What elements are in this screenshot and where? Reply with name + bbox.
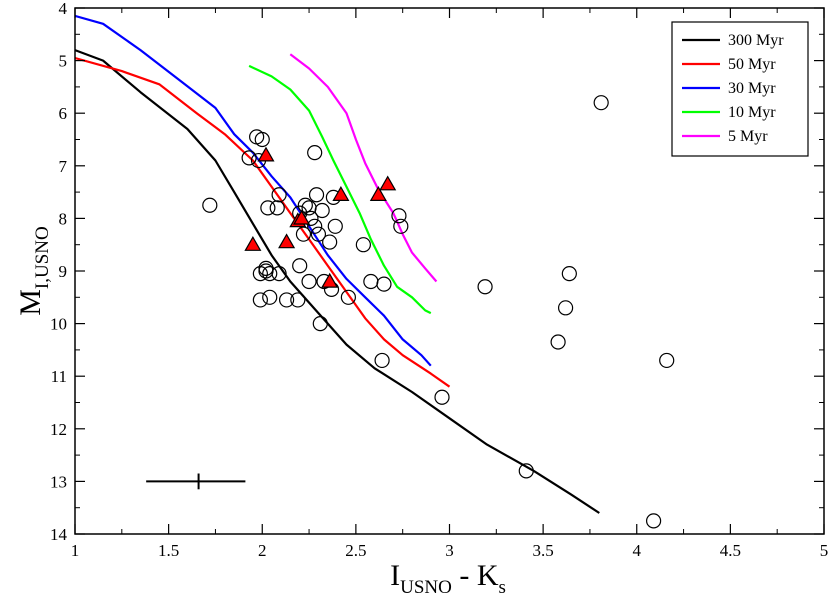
isochrone-line-5-myr [289, 53, 438, 283]
open-circle-point [262, 266, 278, 282]
open-circle-point [269, 200, 285, 216]
open-circle-point [312, 316, 328, 332]
y-tick-label: 7 [59, 157, 68, 176]
open-circle-point [301, 273, 317, 290]
x-axis-title: IUSNO - Ks [390, 559, 506, 598]
x-tick-label: 5 [820, 541, 829, 560]
open-circle-point [241, 150, 257, 166]
legend-label-300-myr: 300 Myr [728, 32, 784, 49]
open-circle-point [393, 218, 409, 234]
open-circle-point [290, 292, 306, 308]
y-tick-label: 6 [59, 104, 68, 123]
open-circle-point [322, 234, 338, 250]
filled-triangle-point [278, 233, 296, 249]
open-circle-point [434, 389, 450, 405]
filled-triangle-point [293, 209, 311, 225]
open-circle-point [557, 300, 574, 316]
open-circle-point [278, 292, 295, 308]
legend: 300 Myr 50 Myr 30 Myr 10 Myr 5 Myr [671, 21, 809, 157]
open-circle-point [307, 145, 323, 161]
open-circle-point [374, 352, 390, 369]
y-tick-label: 5 [59, 52, 68, 71]
y-tick-label: 4 [59, 0, 68, 18]
filled-triangle-point [244, 235, 262, 251]
open-circle-point [258, 260, 274, 276]
y-tick-label: 14 [50, 525, 68, 544]
open-circle-point [271, 266, 287, 282]
open-circle-point [561, 266, 577, 282]
x-tick-label: 4 [633, 541, 642, 560]
y-tick-label: 11 [51, 367, 67, 386]
open-circle-point [646, 513, 662, 529]
open-circle-point [308, 187, 325, 203]
open-circle-point [391, 208, 407, 224]
filled-triangle-point [257, 146, 275, 162]
filled-triangle-point [332, 186, 350, 201]
open-circle-point [477, 279, 493, 295]
legend-label-50-myr: 50 Myr [728, 56, 776, 73]
isochrone-curves [75, 14, 600, 514]
legend-label-10-myr: 10 Myr [728, 104, 776, 121]
filled-triangle-point [369, 186, 387, 201]
open-circle-point [252, 292, 268, 308]
open-circle-point [202, 197, 218, 213]
isochrone-line-30-myr [75, 14, 432, 367]
filled-triangle-point [379, 175, 397, 191]
open-circle-point [363, 273, 379, 290]
y-axis-ticks: 4 5 6 7 8 9 10 11 12 13 14 [50, 0, 824, 544]
x-tick-label: 1 [71, 541, 80, 560]
x-tick-label: 1.5 [158, 541, 179, 560]
isochrone-line-300-myr [75, 49, 600, 514]
open-circle-point [262, 289, 278, 305]
open-circle-point [376, 276, 392, 292]
error-bar [146, 473, 246, 490]
open-circle-point [314, 202, 330, 219]
isochrone-line-50-myr [75, 56, 451, 388]
open-circle-point [593, 95, 609, 111]
open-circle-point [518, 463, 534, 479]
x-tick-label: 2.5 [345, 541, 366, 560]
isochrone-line-10-myr [248, 64, 432, 315]
y-tick-label: 13 [50, 472, 67, 491]
open-circle-point [271, 187, 287, 203]
open-circle-point [254, 131, 270, 148]
x-axis-ticks: 1 1.5 2 2.5 3 3.5 4 4.5 5 [71, 8, 829, 560]
legend-label-30-myr: 30 Myr [728, 80, 776, 97]
open-circle-point [260, 200, 276, 216]
data-markers [202, 95, 675, 529]
y-axis-title: MI,USNO [14, 226, 53, 316]
filled-triangle-point [321, 272, 339, 288]
legend-label-5-myr: 5 Myr [728, 128, 768, 145]
open-circle-point [310, 226, 327, 242]
open-circle-point [297, 197, 313, 213]
x-tick-label: 2 [258, 541, 267, 560]
y-tick-label: 10 [50, 315, 67, 334]
open-circle-point [340, 289, 356, 305]
y-tick-label: 8 [59, 209, 68, 228]
open-circle-point [550, 334, 566, 350]
y-tick-label: 12 [50, 420, 67, 439]
open-circle-point [659, 352, 675, 369]
x-tick-label: 3.5 [533, 541, 554, 560]
y-tick-label: 9 [59, 262, 68, 281]
open-circle-point [292, 258, 308, 274]
open-circle-point [307, 218, 323, 234]
x-tick-label: 4.5 [720, 541, 741, 560]
x-tick-label: 3 [445, 541, 454, 560]
open-circle-point [355, 237, 371, 253]
open-circle-point [327, 218, 343, 234]
